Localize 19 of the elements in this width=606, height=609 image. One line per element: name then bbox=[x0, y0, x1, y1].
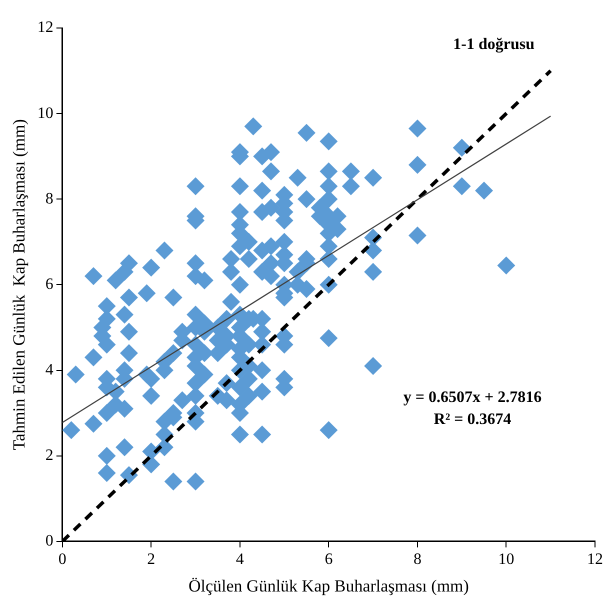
x-tick-label: 0 bbox=[58, 551, 66, 568]
x-tick-label: 12 bbox=[587, 551, 603, 568]
x-tick-label: 6 bbox=[324, 551, 333, 568]
y-tick-label: 8 bbox=[45, 190, 54, 208]
x-tick-label: 10 bbox=[498, 551, 514, 568]
x-tick-label: 2 bbox=[147, 551, 156, 568]
y-tick-label: 2 bbox=[45, 447, 54, 464]
y-tick-label: 6 bbox=[45, 276, 54, 293]
x-tick-label: 8 bbox=[413, 551, 422, 568]
y-tick-label: 12 bbox=[37, 19, 54, 36]
x-axis-title: Ölçülen Günlük Kap Buharlaşması (mm) bbox=[188, 576, 469, 596]
y-axis-title: Tahmin Edilen Günlük Kap Buharlaşması (mm) bbox=[10, 119, 29, 450]
x-tick-label: 4 bbox=[236, 551, 244, 568]
y-tick-label: 0 bbox=[45, 532, 54, 550]
annotation: 1-1 doğrusu bbox=[453, 36, 535, 54]
y-tick-label: 4 bbox=[45, 361, 54, 378]
annotation: R² = 0.3674 bbox=[434, 410, 512, 428]
y-tick-label: 10 bbox=[37, 104, 54, 122]
annotation: y = 0.6507x + 2.7816 bbox=[403, 388, 542, 406]
